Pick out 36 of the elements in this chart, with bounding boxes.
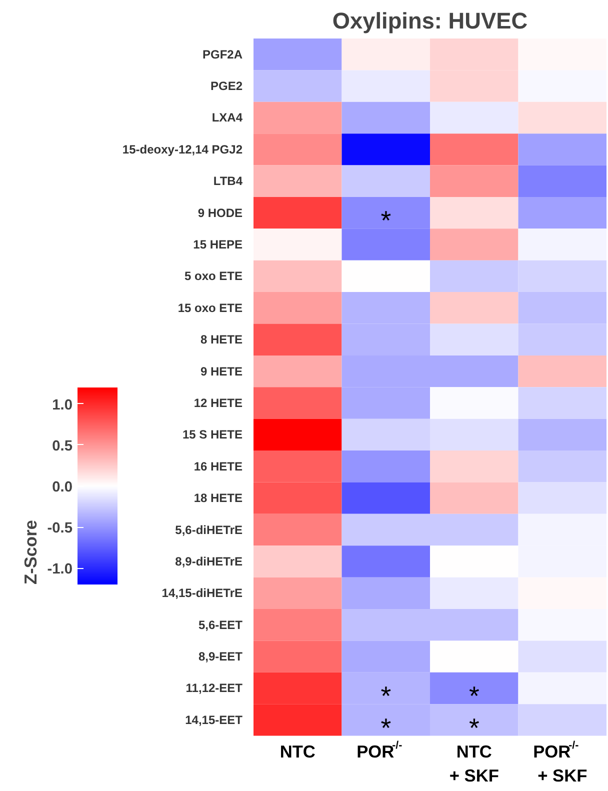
y-tick-label: 15-deoxy-12,14 PGJ2 bbox=[122, 142, 243, 156]
y-tick-label: 16 HETE bbox=[194, 459, 242, 474]
color-bar-label: -1.0 bbox=[47, 562, 73, 578]
data-label: * bbox=[468, 681, 480, 712]
color-bar-label: 0.5 bbox=[52, 438, 72, 454]
color-bar-title: Z-Score bbox=[20, 520, 40, 584]
y-tick-label: 8,9-diHETrE bbox=[175, 554, 243, 568]
category-label: POR-/- + SKF bbox=[533, 740, 588, 786]
y-tick-label: 8 HETE bbox=[200, 332, 243, 347]
x-tick-label: NTC bbox=[280, 742, 316, 762]
y-tick-label: 18 HETE bbox=[194, 491, 242, 506]
y-tick-label: 9 HETE bbox=[200, 364, 243, 378]
y-tick-label: 15 S HETE bbox=[182, 428, 243, 442]
y-tick-label: 14,15-EET bbox=[185, 712, 244, 727]
y-tick-label: 12 HETE bbox=[194, 396, 242, 410]
color-bar-label: 1.0 bbox=[52, 397, 72, 414]
y-tick-label: PGE2 bbox=[210, 79, 243, 94]
y-tick-label: 5,6-diHETrE bbox=[175, 522, 243, 537]
y-tick-label: PGF2A bbox=[202, 47, 243, 62]
data-label: * bbox=[468, 712, 480, 743]
y-tick-label: 15 HEPE bbox=[193, 238, 242, 252]
y-tick-label: LXA4 bbox=[212, 110, 243, 125]
y-tick-label: 9 HODE bbox=[198, 206, 243, 220]
y-tick-label: 15 oxo ETE bbox=[178, 300, 242, 315]
x-tick-label: NTC + SKF bbox=[449, 742, 499, 786]
y-tick-label: LTB4 bbox=[213, 174, 243, 188]
data-label: * bbox=[380, 206, 392, 236]
chart-title: Oxylipins: HUVEC bbox=[332, 8, 528, 34]
y-tick-label: 14,15-diHETrE bbox=[162, 586, 242, 600]
data-label: * bbox=[380, 681, 392, 712]
y-tick-label: 5,6-EET bbox=[198, 618, 244, 632]
color-bar-label: 0.0 bbox=[52, 480, 72, 496]
color-bar-label: -0.5 bbox=[47, 520, 73, 537]
y-tick-label: 11,12-EET bbox=[186, 681, 244, 696]
y-tick-label: 5 oxo ETE bbox=[184, 269, 242, 284]
y-tick-label: 8,9-EET bbox=[198, 650, 244, 664]
